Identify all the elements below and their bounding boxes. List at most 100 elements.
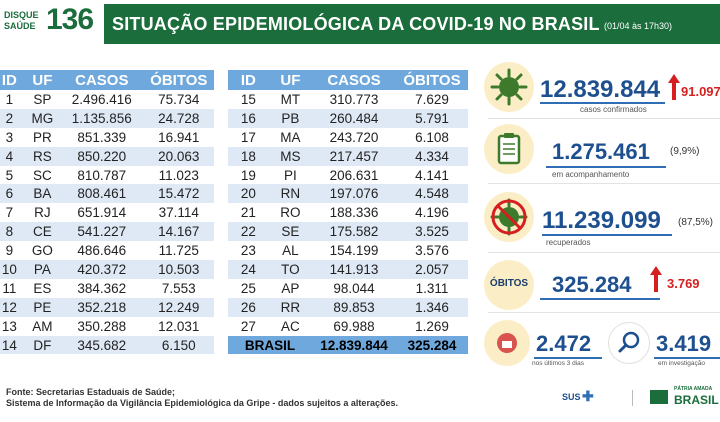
cell-id: 10 (0, 260, 25, 279)
flag-icon (650, 390, 668, 404)
col-casos: CASOS (311, 70, 396, 90)
cell-obitos: 2.057 (395, 260, 468, 279)
cell-uf: PI (284, 167, 297, 183)
cell-uf: PA (24, 260, 60, 279)
table-row: 25 AP 98.044 1.311 (228, 279, 468, 298)
clipboard-icon (484, 124, 534, 174)
confirmed-value: 12.839.844 (540, 76, 661, 103)
total-row: BRASIL 12.839.844 325.284 (228, 335, 468, 355)
cell-obitos: 1.311 (415, 280, 449, 296)
cell-uf: RS (24, 146, 60, 166)
total-obitos: 325.284 (395, 335, 468, 355)
deaths-underline (540, 298, 660, 300)
cell-id: 1 (5, 91, 14, 107)
logo-disque: DISQUE (4, 10, 39, 20)
cell-id: 7 (5, 205, 14, 221)
cell-id: 2 (0, 108, 25, 128)
cell-casos: 1.135.856 (59, 108, 144, 128)
cell-uf: MT (280, 91, 301, 107)
table-row: 14 DF 345.682 6.150 (0, 335, 214, 355)
table-row: 3 PR 851.339 16.941 (0, 128, 214, 147)
table-row: 8 CE 541.227 14.167 (0, 222, 214, 242)
cell-casos: 420.372 (59, 260, 144, 279)
cell-id: 24 (228, 260, 269, 279)
cell-id: 9 (5, 243, 14, 259)
footer-source: Fonte: Secretarias Estaduais de Saúde; S… (6, 387, 398, 409)
cell-casos: 197.076 (311, 184, 396, 204)
cell-uf: CE (24, 222, 60, 242)
table-row: 24 TO 141.913 2.057 (228, 260, 468, 279)
table-row: 19 PI 206.631 4.141 (228, 166, 468, 185)
cell-obitos: 6.108 (415, 129, 449, 145)
cell-obitos: 3.576 (415, 243, 449, 259)
deaths-delta: 3.769 (667, 276, 700, 291)
logo-divider (632, 390, 633, 406)
footer-line-1: Fonte: Secretarias Estaduais de Saúde; (6, 387, 176, 397)
last3days-label: nos últimos 3 dias (532, 360, 585, 367)
last3days-underline (534, 357, 602, 359)
cell-uf: MA (280, 129, 301, 145)
cell-obitos: 12.249 (143, 297, 214, 317)
cell-obitos: 11.023 (158, 167, 199, 183)
cell-casos: 141.913 (311, 260, 396, 279)
cell-id: 6 (0, 184, 25, 204)
cell-casos: 345.682 (59, 335, 144, 355)
table-row: 4 RS 850.220 20.063 (0, 146, 214, 166)
investigation-value: 3.419 (656, 331, 712, 356)
cell-casos: 188.336 (329, 205, 379, 221)
cell-casos: 486.646 (77, 243, 127, 259)
cell-uf: RR (268, 297, 312, 317)
cell-id: 20 (228, 184, 269, 204)
recovered-pct: (87,5%) (678, 217, 714, 228)
cell-casos: 541.227 (59, 222, 144, 242)
government-logos: SUS ✚ PÁTRIA AMADA BRASIL (552, 386, 720, 410)
cell-id: 25 (240, 280, 256, 296)
cell-casos: 808.461 (59, 184, 144, 204)
monitoring-value: 1.275.461 (552, 139, 650, 164)
footer-line-2: Sistema de Informação da Vigilância Epid… (6, 398, 398, 408)
cell-casos: 243.720 (329, 129, 379, 145)
disque-saude-logo: DISQUE SAÚDE 136 (0, 0, 98, 44)
table-row: 21 RO 188.336 4.196 (228, 203, 468, 222)
cell-casos: 69.988 (333, 318, 375, 334)
cell-id: 4 (0, 146, 25, 166)
cell-obitos: 4.334 (395, 146, 468, 166)
table-row: 5 SC 810.787 11.023 (0, 166, 214, 185)
cell-uf: BA (24, 184, 60, 204)
cell-uf: PR (33, 129, 52, 145)
states-table-right: ID UF CASOS ÓBITOS 15 MT 310.773 7.629 16 PB 2… (228, 70, 468, 355)
cell-id: 15 (240, 91, 256, 107)
cell-obitos: 37.114 (158, 205, 199, 221)
cell-id: 14 (0, 335, 25, 355)
cell-casos: 217.457 (311, 146, 396, 166)
plus-icon: ✚ (582, 388, 594, 404)
cell-id: 22 (228, 222, 269, 242)
last3days-value: 2.472 (536, 331, 592, 356)
cell-uf: RO (280, 205, 301, 221)
cell-uf: MS (268, 146, 312, 166)
table-row: 23 AL 154.199 3.576 (228, 241, 468, 260)
table-row: 7 RJ 651.914 37.114 (0, 203, 214, 222)
table-row: 9 GO 486.646 11.725 (0, 241, 214, 260)
col-id: ID (0, 70, 25, 90)
cell-obitos: 3.525 (395, 222, 468, 242)
cell-id: 17 (240, 129, 256, 145)
cell-casos: 651.914 (77, 205, 127, 221)
cell-casos: 384.362 (77, 280, 127, 296)
cell-uf: GO (31, 243, 53, 259)
table-row: 17 MA 243.720 6.108 (228, 128, 468, 147)
up-arrow-icon (668, 74, 680, 100)
cell-obitos: 7.553 (161, 280, 196, 296)
title-bar: SITUAÇÃO EPIDEMIOLÓGICA DA COVID-19 NO B… (104, 4, 720, 44)
cell-obitos: 1.346 (395, 297, 468, 317)
cell-uf: SP (33, 91, 52, 107)
patria-text: PÁTRIA AMADA (674, 386, 713, 392)
cell-id: 16 (228, 108, 269, 128)
cell-obitos: 10.503 (143, 260, 214, 279)
total-casos: 12.839.844 (311, 335, 396, 355)
cell-obitos: 12.031 (158, 318, 200, 334)
cell-id: 21 (240, 205, 256, 221)
divider (488, 312, 720, 313)
states-table-left: ID UF CASOS ÓBITOS 1 SP 2.496.416 75.734 2 MG… (0, 70, 214, 355)
cell-obitos: 24.728 (143, 108, 214, 128)
